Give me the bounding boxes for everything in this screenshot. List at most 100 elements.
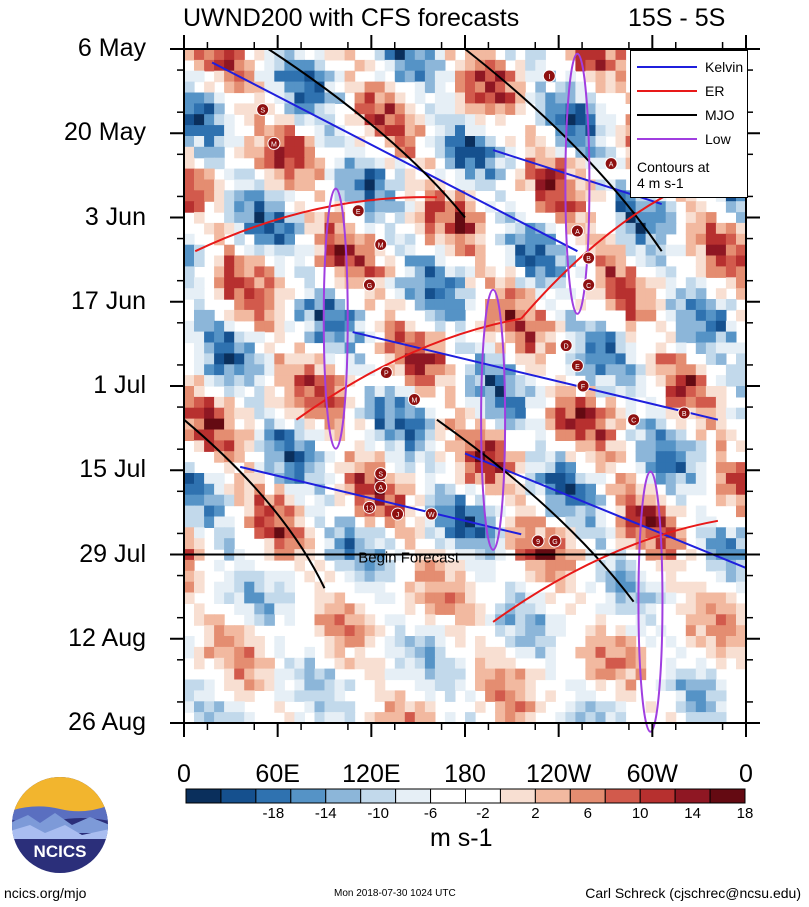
heatmap-cell	[525, 125, 536, 137]
colorbar-swatch	[534, 788, 571, 804]
heatmap-cell	[655, 451, 667, 463]
heatmap-cell	[284, 353, 295, 365]
heatmap-cell	[475, 70, 486, 83]
heatmap-cell	[394, 342, 406, 354]
heatmap-cell	[424, 636, 436, 648]
heatmap-cell	[625, 375, 637, 387]
heatmap-cell	[525, 538, 536, 550]
heatmap-cell	[304, 146, 315, 159]
heatmap-cell	[364, 212, 376, 224]
heatmap-cell	[505, 277, 516, 289]
heatmap-cell	[254, 440, 265, 452]
heatmap-cell	[244, 277, 255, 289]
heatmap-cell	[535, 386, 546, 398]
heatmap-cell	[605, 49, 617, 61]
heatmap-cell	[264, 462, 275, 474]
heatmap-cell	[495, 353, 506, 365]
heatmap-cell	[665, 679, 677, 691]
heatmap-cell	[535, 483, 546, 496]
heatmap-cell	[515, 701, 526, 713]
heatmap-cell	[605, 657, 617, 670]
heatmap-cell	[615, 407, 627, 420]
heatmap-cell	[304, 320, 315, 333]
heatmap-cell	[665, 386, 677, 398]
heatmap-cell	[555, 559, 566, 572]
y-tick-label: 1 Jul	[93, 371, 146, 399]
heatmap-cell	[224, 462, 235, 474]
heatmap-cell	[695, 701, 707, 713]
heatmap-cell	[685, 299, 697, 311]
heatmap-cell	[675, 527, 687, 539]
heatmap-cell	[615, 505, 627, 518]
heatmap-cell	[244, 679, 255, 691]
heatmap-cell	[334, 212, 346, 224]
storm-marker-label: E	[356, 209, 361, 216]
heatmap-cell	[736, 353, 747, 365]
heatmap-cell	[264, 505, 275, 518]
heatmap-cell	[725, 559, 737, 572]
heatmap-cell	[254, 516, 265, 528]
heatmap-cell	[404, 386, 416, 398]
heatmap-cell	[434, 320, 446, 333]
heatmap-cell	[455, 103, 466, 115]
heatmap-cell	[274, 646, 285, 659]
heatmap-cell	[635, 603, 647, 615]
heatmap-cell	[254, 201, 265, 213]
heatmap-cell	[384, 418, 396, 431]
storm-marker: E	[570, 359, 584, 373]
heatmap-cell	[194, 146, 205, 159]
heatmap-cell	[715, 559, 727, 572]
heatmap-cell	[224, 114, 235, 126]
heatmap-cell	[495, 375, 506, 387]
heatmap-cell	[465, 244, 476, 257]
heatmap-cell	[334, 462, 346, 474]
heatmap-cell	[715, 570, 727, 583]
heatmap-cell	[545, 462, 556, 474]
heatmap-cell	[575, 212, 586, 224]
heatmap-cell	[625, 527, 637, 539]
heatmap-cell	[525, 712, 536, 724]
heatmap-cell	[515, 538, 526, 550]
heatmap-cell	[495, 103, 506, 115]
heatmap-cell	[545, 418, 556, 431]
heatmap-cell	[364, 179, 376, 191]
heatmap-cell	[555, 625, 566, 637]
heatmap-cell	[254, 407, 265, 420]
heatmap-cell	[294, 49, 305, 61]
site-link[interactable]: ncics.org/mjo	[4, 885, 87, 901]
heatmap-cell	[204, 418, 215, 431]
heatmap-cell	[414, 636, 426, 648]
heatmap-cell	[475, 559, 486, 572]
heatmap-cell	[705, 386, 717, 398]
heatmap-cell	[465, 581, 476, 594]
heatmap-cell	[444, 92, 456, 104]
heatmap-cell	[424, 679, 436, 691]
heatmap-cell	[394, 462, 406, 474]
heatmap-cell	[304, 212, 315, 224]
heatmap-cell	[254, 570, 265, 583]
heatmap-cell	[324, 407, 336, 420]
heatmap-cell	[204, 483, 215, 496]
heatmap-cell	[414, 364, 426, 376]
heatmap-cell	[214, 179, 225, 191]
heatmap-cell	[254, 364, 265, 376]
heatmap-cell	[455, 309, 466, 322]
heatmap-cell	[455, 614, 466, 626]
heatmap-cell	[184, 179, 195, 191]
heatmap-cell	[264, 386, 275, 398]
heatmap-cell	[404, 331, 416, 344]
heatmap-cell	[264, 168, 275, 181]
heatmap-cell	[485, 364, 496, 376]
heatmap-cell	[284, 59, 295, 72]
heatmap-cell	[224, 353, 235, 365]
storm-marker: S	[256, 103, 270, 117]
mjo-contour	[183, 418, 326, 589]
heatmap-cell	[284, 70, 295, 83]
heatmap-cell	[194, 309, 205, 322]
heatmap-cell	[274, 168, 285, 181]
heatmap-cell	[465, 288, 476, 300]
storm-marker-label: F	[581, 384, 585, 391]
heatmap-cell	[234, 386, 245, 398]
heatmap-cell	[324, 125, 336, 137]
